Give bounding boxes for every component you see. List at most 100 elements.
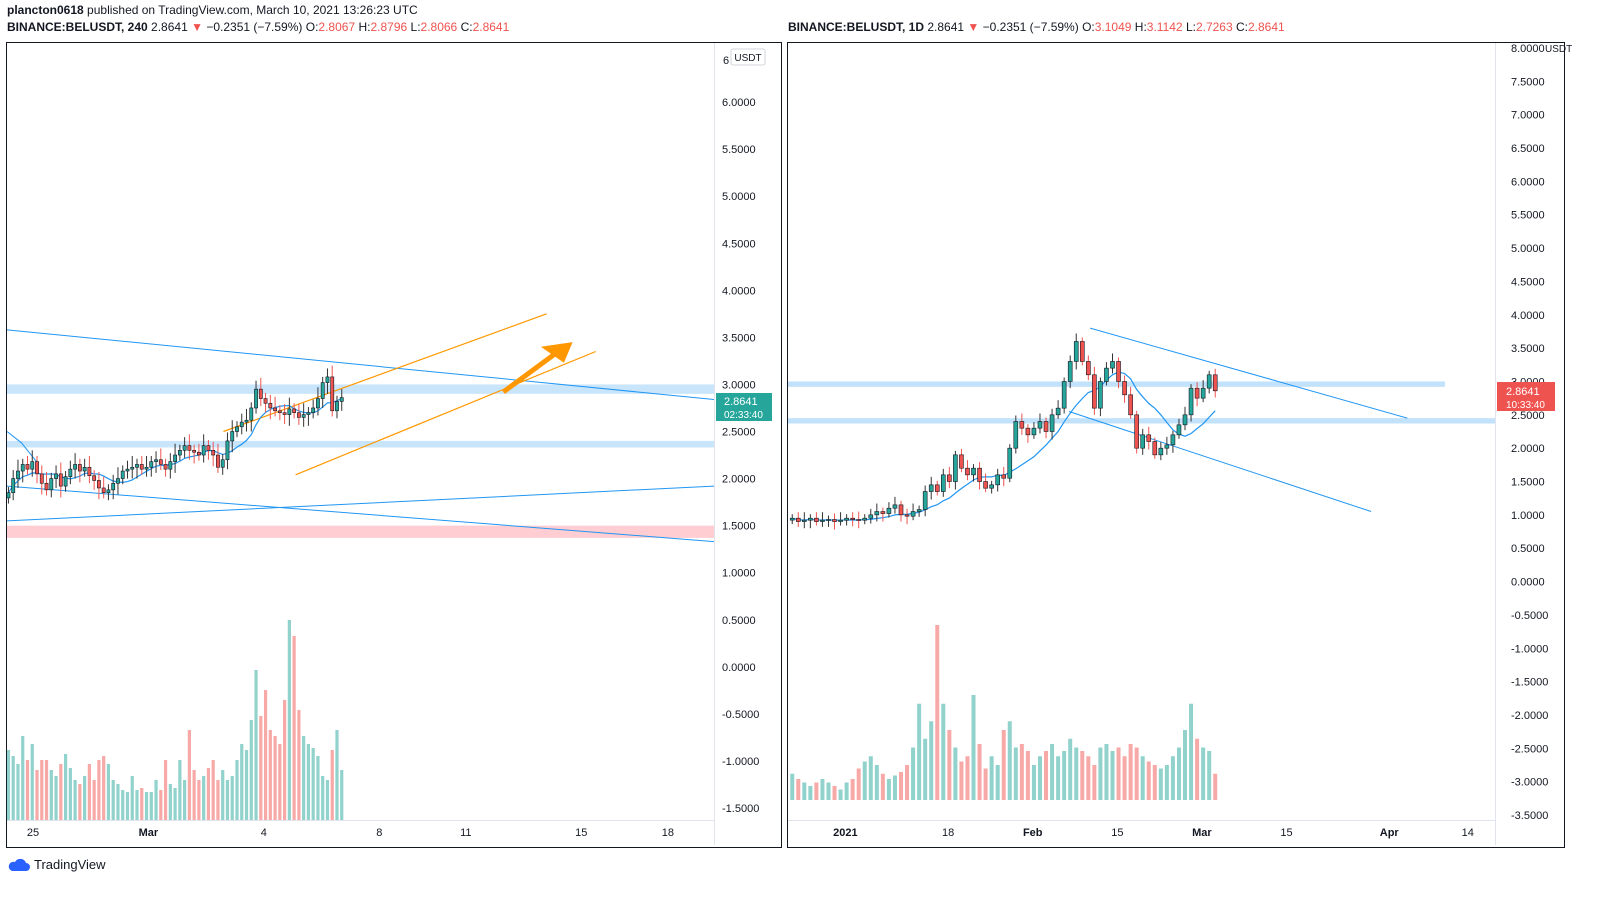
right-price-tag: 2.8641 [1506, 386, 1540, 398]
left-volume-bar [316, 756, 320, 820]
left-y-tick-label: 2.0000 [722, 474, 756, 486]
right-y-tick-label: 8.0000 [1511, 43, 1545, 55]
left-volume-bar [59, 764, 63, 820]
left-volume-bar [78, 784, 82, 820]
left-support-zone [7, 440, 714, 448]
left-candle [30, 461, 35, 470]
left-volume-bar [135, 790, 139, 820]
right-candle [947, 474, 952, 482]
right-candle [953, 454, 958, 482]
right-y-tick-label: 3.5000 [1511, 343, 1545, 355]
left-volume-bar [225, 780, 230, 820]
right-x-tick-label: Mar [1192, 827, 1212, 839]
right-volume-bar [886, 779, 891, 800]
right-candle [1001, 474, 1007, 479]
right-volume-bar [874, 765, 879, 800]
right-candle [965, 467, 970, 476]
right-candle [814, 517, 819, 522]
left-x-tick-label: 25 [27, 827, 39, 839]
left-candle [330, 376, 335, 412]
left-volume-bar [244, 750, 249, 820]
left-volume-bar [325, 780, 330, 820]
right-y-tick-label: 0.5000 [1511, 543, 1545, 555]
right-candle [862, 517, 868, 521]
left-candle [149, 461, 154, 468]
left-candle [320, 382, 325, 399]
right-candle [1061, 381, 1067, 409]
right-volume-bar [953, 747, 958, 800]
right-volume-bar [1183, 730, 1188, 800]
right-x-tick-label: 14 [1462, 827, 1474, 839]
left-volume-bar [44, 760, 49, 820]
right-candle [1188, 387, 1194, 416]
right-y-tick-label: -1.5000 [1511, 677, 1548, 689]
left-volume-bar [35, 770, 39, 820]
right-symbol[interactable]: BINANCE:BELUSDT, 1D [788, 20, 925, 34]
right-low: 2.7263 [1195, 20, 1233, 34]
left-chart-legend: BINANCE:BELUSDT, 240 2.8641 ▼ −0.2351 (−… [7, 20, 510, 34]
right-candle [802, 519, 807, 522]
left-lower-trendline [6, 485, 715, 543]
right-candle [1098, 381, 1103, 409]
right-candle [1182, 414, 1188, 426]
right-volume-bar [1146, 761, 1151, 800]
left-candle [154, 459, 158, 462]
right-volume-bar [1056, 756, 1061, 800]
right-volume-bar [1170, 756, 1175, 800]
publish-info: plancton0618 published on TradingView.co… [7, 3, 418, 17]
right-chart-frame[interactable] [787, 42, 1565, 848]
left-volume-bar [154, 780, 158, 820]
left-candle [63, 476, 68, 487]
right-volume-bar [1189, 703, 1194, 800]
right-volume-bar [898, 772, 903, 800]
right-candle [1055, 407, 1061, 416]
right-candle [1049, 414, 1055, 432]
left-candle [211, 450, 216, 456]
right-volume-bar [892, 775, 897, 800]
left-y-tick-label: 5.0000 [722, 191, 756, 203]
right-volume-bar [995, 765, 1000, 800]
left-x-tick-label: 8 [376, 827, 382, 839]
left-volume-bar [159, 790, 163, 820]
left-symbol[interactable]: BINANCE:BELUSDT, 240 [7, 20, 148, 34]
left-candle [16, 470, 20, 479]
left-volume-bar [73, 780, 77, 820]
left-y-tick-label: 0.0000 [722, 662, 756, 674]
right-candle [1146, 434, 1152, 442]
left-volume-bar [149, 792, 153, 820]
right-candle [1116, 361, 1121, 382]
left-y-tick-label: 1.0000 [722, 568, 756, 580]
right-volume-bar [808, 786, 813, 800]
left-volume-bar [197, 780, 201, 820]
left-volume-bar [302, 736, 306, 820]
right-volume-bar [1176, 747, 1181, 800]
right-x-tick-label: Feb [1023, 827, 1043, 839]
left-volume-bar [306, 744, 311, 820]
left-countdown: 02:33:40 [724, 410, 763, 421]
left-y-tick-label: 3.5000 [722, 332, 756, 344]
left-candle [92, 475, 97, 481]
tradingview-footer[interactable]: TradingView [8, 857, 106, 872]
left-volume-bar [92, 780, 96, 820]
right-x-tick-label: Apr [1380, 827, 1400, 839]
left-candle [168, 461, 173, 470]
right-y-tick-label: 6.5000 [1511, 143, 1545, 155]
right-candle [886, 507, 892, 514]
left-volume-bar [273, 736, 277, 820]
cloud-logo-icon [8, 858, 31, 871]
left-candle [130, 466, 135, 470]
left-volume-bar [144, 792, 149, 820]
right-volume-bar [1164, 765, 1169, 800]
right-y-tick-label: 1.0000 [1511, 510, 1545, 522]
down-arrow-icon: ▼ [191, 20, 203, 34]
right-volume-bar [1213, 773, 1218, 800]
right-volume-bar [983, 768, 988, 800]
right-y-tick-label: 0.0000 [1511, 577, 1545, 589]
right-volume-bar [1001, 730, 1006, 800]
left-y-tick-label: 4.5000 [722, 238, 756, 250]
left-volume-bar [192, 770, 196, 820]
left-volume-bar [97, 760, 101, 820]
left-volume-bar [311, 748, 315, 820]
publisher-name[interactable]: plancton0618 [7, 3, 84, 17]
